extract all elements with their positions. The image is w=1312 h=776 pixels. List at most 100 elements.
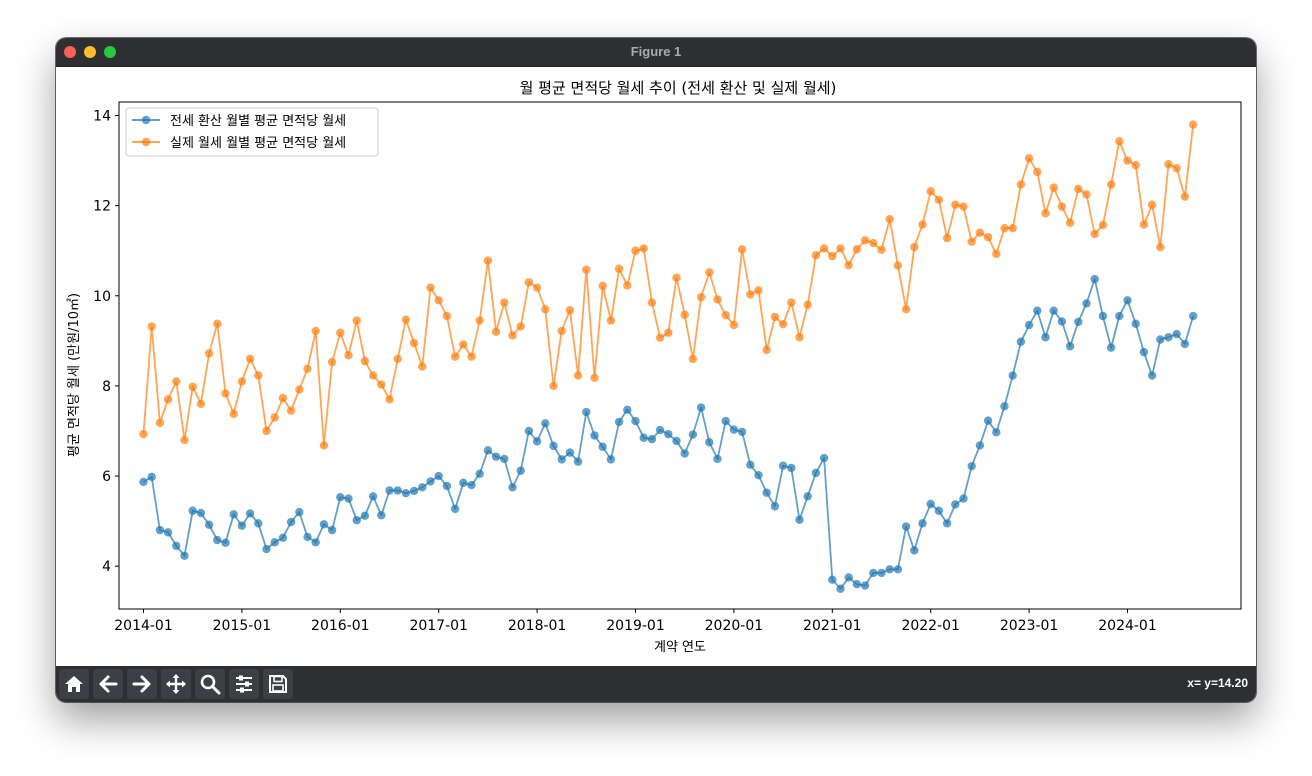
data-point xyxy=(172,377,181,386)
data-point xyxy=(746,460,755,469)
pan-button[interactable] xyxy=(161,669,191,699)
data-point xyxy=(696,292,706,302)
data-point xyxy=(1065,218,1075,227)
forward-icon xyxy=(132,675,151,693)
data-point xyxy=(1024,154,1034,163)
data-point xyxy=(598,281,607,291)
data-point xyxy=(655,333,665,342)
data-point xyxy=(327,357,337,367)
data-point xyxy=(696,403,706,412)
data-point xyxy=(1090,274,1099,284)
x-tick-label: 2017-01 xyxy=(409,618,468,634)
data-point xyxy=(1065,342,1075,351)
data-point xyxy=(639,244,648,253)
data-point xyxy=(1172,329,1181,339)
data-point xyxy=(1074,317,1083,327)
data-point xyxy=(270,413,279,422)
data-point xyxy=(623,405,632,415)
data-point xyxy=(770,312,780,322)
data-point xyxy=(1180,192,1190,201)
data-point xyxy=(1008,223,1017,233)
data-point xyxy=(393,486,402,495)
y-tick-label: 12 xyxy=(93,199,111,215)
data-point xyxy=(270,538,279,547)
data-point xyxy=(1188,120,1198,129)
data-point xyxy=(1049,183,1058,192)
data-point xyxy=(893,565,903,574)
forward-button[interactable] xyxy=(127,669,157,699)
data-point xyxy=(795,333,804,342)
maximize-window-button[interactable] xyxy=(104,46,116,58)
data-point xyxy=(1156,335,1165,344)
data-point xyxy=(1106,180,1116,189)
data-point xyxy=(606,455,616,464)
data-point xyxy=(442,481,452,491)
data-point xyxy=(377,380,386,389)
data-point xyxy=(1115,137,1124,146)
data-point xyxy=(254,371,263,380)
configure-button[interactable] xyxy=(229,669,259,699)
data-point xyxy=(770,502,780,511)
data-point xyxy=(229,409,238,419)
data-point xyxy=(237,521,247,530)
data-point xyxy=(491,327,501,337)
data-point xyxy=(1123,156,1132,165)
series-2 xyxy=(139,120,1198,450)
navigation-toolbar: x= y=14.20 xyxy=(56,666,1256,702)
back-button[interactable] xyxy=(93,669,123,699)
data-point xyxy=(360,511,370,520)
data-point xyxy=(229,510,238,519)
data-point xyxy=(360,356,370,366)
data-point xyxy=(1008,371,1017,380)
legend-label-2: 실제 월세 월별 평균 면적당 월세 xyxy=(170,136,346,151)
legend-swatch-marker-2 xyxy=(141,137,151,147)
close-window-button[interactable] xyxy=(64,46,76,58)
data-point xyxy=(1164,333,1173,342)
data-point xyxy=(598,442,607,451)
data-point xyxy=(475,469,484,478)
data-point xyxy=(573,371,583,380)
configure-icon xyxy=(236,675,252,693)
data-point xyxy=(869,568,878,578)
zoom-button[interactable] xyxy=(195,669,225,699)
data-point xyxy=(549,441,558,451)
data-point xyxy=(844,260,853,270)
save-button[interactable] xyxy=(263,669,293,699)
home-button[interactable] xyxy=(59,669,89,699)
data-point xyxy=(1033,167,1042,177)
data-point xyxy=(729,425,739,434)
cursor-coordinates: x= y=14.20 xyxy=(1187,676,1248,690)
minimize-window-button[interactable] xyxy=(84,46,96,58)
data-point xyxy=(934,195,944,204)
data-point xyxy=(836,244,845,253)
data-point xyxy=(778,461,788,470)
data-point xyxy=(614,417,624,427)
data-point xyxy=(213,535,222,545)
data-point xyxy=(393,354,402,364)
y-axis: 4 6 8 10 12 14 xyxy=(93,109,119,575)
data-point xyxy=(819,453,829,463)
data-point xyxy=(500,454,509,464)
y-tick-label: 10 xyxy=(93,289,111,305)
data-point xyxy=(918,220,927,229)
figure-canvas[interactable]: 월 평균 면적당 월세 추이 (전세 환산 및 실제 월세) 4 6 8 10 12 14… xyxy=(56,67,1256,666)
data-point xyxy=(639,433,648,442)
series-layer xyxy=(139,120,1198,593)
data-point xyxy=(262,426,271,436)
data-point xyxy=(344,494,353,503)
data-point xyxy=(901,305,911,314)
data-point xyxy=(680,310,689,319)
data-point xyxy=(155,525,165,535)
data-point xyxy=(713,454,722,464)
data-point xyxy=(819,244,829,253)
zoom-icon xyxy=(200,674,221,695)
data-point xyxy=(705,268,714,277)
save-icon xyxy=(269,675,287,693)
data-point xyxy=(1024,320,1034,330)
data-point xyxy=(869,238,878,248)
data-point xyxy=(1041,333,1050,342)
y-tick-label: 8 xyxy=(102,379,111,395)
data-point xyxy=(557,326,566,336)
data-point xyxy=(951,200,960,209)
data-point xyxy=(245,509,255,518)
